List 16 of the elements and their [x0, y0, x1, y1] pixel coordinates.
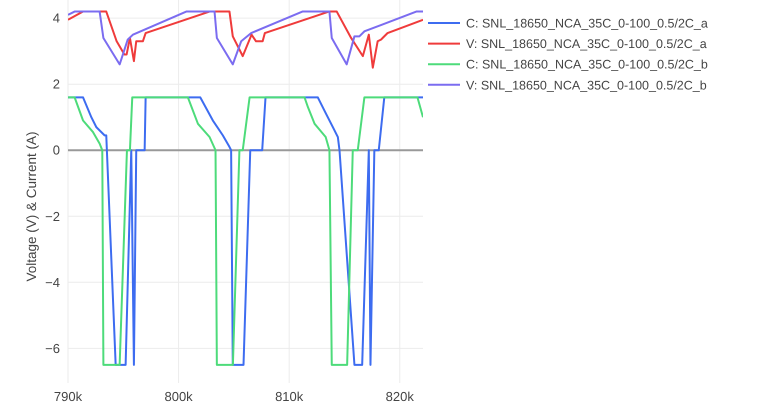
y-tick-label: −6 [45, 340, 60, 356]
legend-label: V: SNL_18650_NCA_35C_0-100_0.5/2C_b [466, 78, 707, 92]
y-tick-label: 4 [52, 10, 60, 26]
x-tick-label: 820k [386, 389, 414, 404]
y-axis-title: Voltage (V) & Current (A) [24, 131, 39, 282]
y-tick-label: −2 [45, 208, 60, 224]
y-tick-label: 0 [52, 142, 60, 158]
legend-label: C: SNL_18650_NCA_35C_0-100_0.5/2C_b [466, 58, 708, 72]
legend-label: C: SNL_18650_NCA_35C_0-100_0.5/2C_a [466, 16, 708, 30]
y-tick-label: −4 [45, 274, 60, 290]
line-series [68, 96, 423, 366]
legend-label: V: SNL_18650_NCA_35C_0-100_0.5/2C_a [466, 37, 707, 52]
y-tick-label: 2 [52, 76, 60, 92]
x-tick-label: 800k [164, 389, 194, 404]
x-tick-label: 810k [275, 389, 304, 404]
x-tick-label: 790k [54, 389, 83, 404]
